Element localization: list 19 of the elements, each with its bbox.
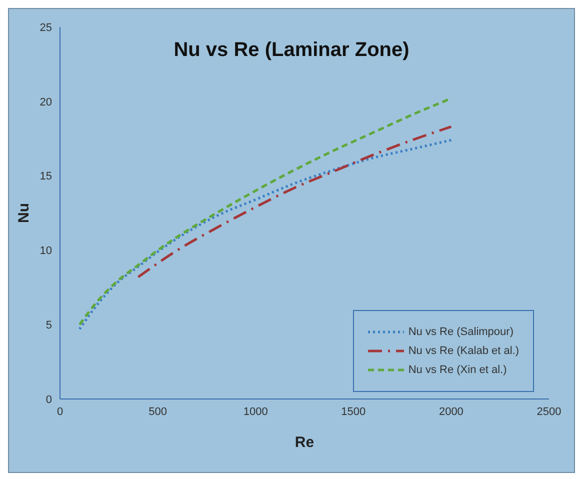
- legend-label: Nu vs Re (Kalab et al.): [408, 345, 519, 357]
- y-tick-label: 20: [40, 96, 52, 108]
- line-series: [136, 125, 452, 278]
- x-tick-label: 2500: [536, 406, 562, 418]
- y-tick-label: 25: [40, 22, 52, 34]
- legend-label: Nu vs Re (Salimpour): [408, 326, 514, 338]
- y-tick-label: 0: [46, 394, 52, 406]
- y-axis-title: Nu: [15, 203, 32, 223]
- x-tick-label: 1500: [341, 406, 366, 418]
- x-tick-label: 500: [148, 406, 167, 418]
- x-tick-label: 1000: [243, 406, 268, 418]
- x-tick-label: 2000: [438, 406, 464, 418]
- x-axis-title: Re: [294, 434, 314, 451]
- y-tick-label: 5: [46, 320, 52, 332]
- legend-label: Nu vs Re (Xin et al.): [408, 364, 507, 376]
- y-tick-label: 10: [40, 245, 52, 258]
- x-tick-label: 0: [56, 406, 64, 418]
- y-tick-label: 15: [40, 170, 52, 183]
- text: Nu vs Re (Laminar Zone): [172, 39, 410, 62]
